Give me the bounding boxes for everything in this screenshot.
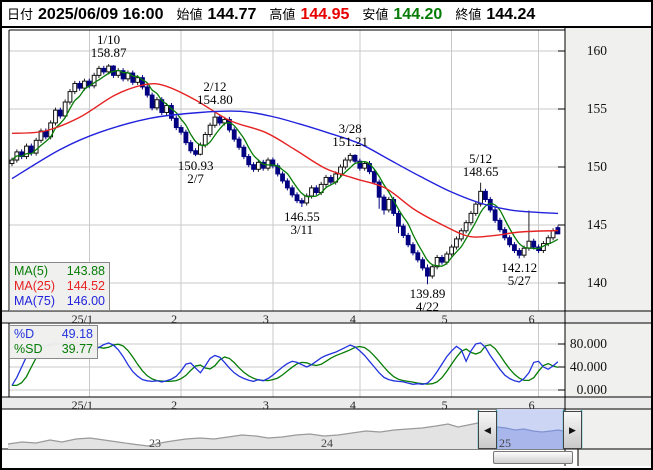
close-field: 終値 144.24 — [455, 4, 535, 24]
open-field: 始値 144.77 — [176, 4, 256, 24]
candles-layer — [9, 64, 561, 285]
scrollbar-thumb[interactable] — [493, 451, 573, 464]
low-field: 安値 144.20 — [362, 4, 442, 24]
close-value: 144.24 — [486, 6, 536, 23]
date-label: 日付 — [7, 7, 34, 22]
date-field: 日付 2025/06/09 16:00 — [7, 4, 163, 24]
date-value: 2025/06/09 16:00 — [38, 6, 164, 23]
nav-scroll-right-button[interactable]: ▶ — [563, 411, 582, 449]
high-label: 高値 — [269, 7, 296, 22]
quote-header-bar: 日付 2025/06/09 16:00 始値 144.77 高値 144.95 … — [2, 2, 651, 28]
high-value: 144.95 — [300, 6, 350, 23]
low-value: 144.20 — [393, 6, 443, 23]
open-value: 144.77 — [207, 6, 257, 23]
left-arrow-icon: ◀ — [484, 424, 491, 435]
nav-scroll-left-button[interactable]: ◀ — [478, 411, 497, 449]
close-label: 終値 — [455, 7, 482, 22]
low-label: 安値 — [362, 7, 389, 22]
right-arrow-icon: ▶ — [569, 424, 576, 435]
open-label: 始値 — [176, 7, 203, 22]
high-field: 高値 144.95 — [269, 4, 349, 24]
